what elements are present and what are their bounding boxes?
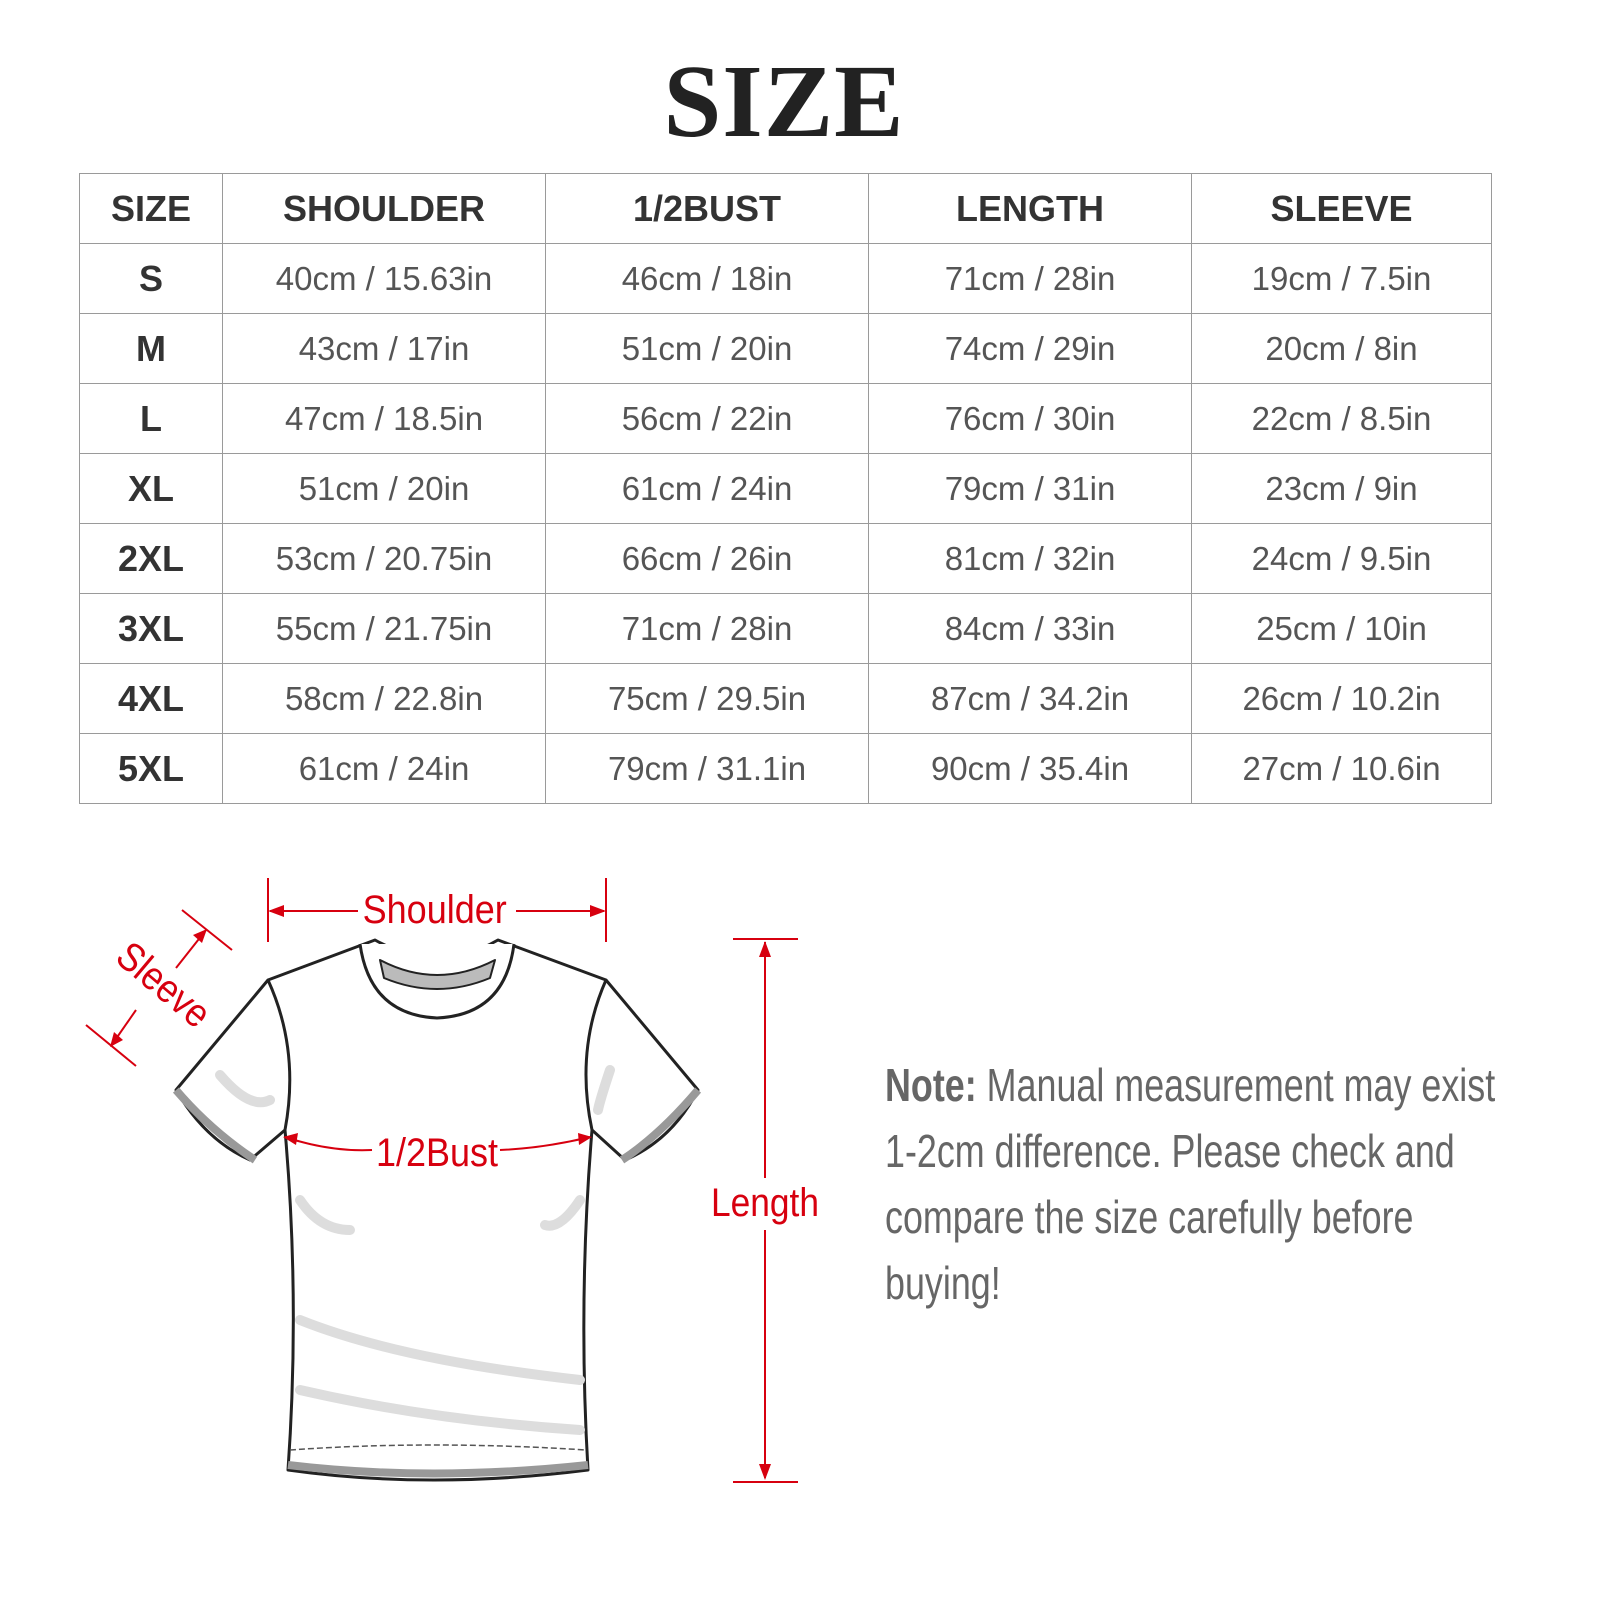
table-row: 4XL 58cm / 22.8in 75cm / 29.5in 87cm / 34.2… [79,663,1492,734]
measurement-cell: 74cm / 29in [868,313,1192,384]
measurement-cell: 87cm / 34.2in [868,663,1192,734]
size-table: SIZE SHOULDER 1/2BUST LENGTH SLEEVE S 40cm / … [79,173,1492,804]
measurement-cell: 51cm / 20in [545,313,869,384]
measurement-cell: 40cm / 15.63in [222,243,546,314]
table-row: 3XL 55cm / 21.75in 71cm / 28in 84cm / 33in 2… [79,593,1492,664]
measurement-cell: 26cm / 10.2in [1191,663,1492,734]
measurement-cell: 43cm / 17in [222,313,546,384]
shoulder-label: Shoulder [363,888,507,932]
measurement-cell: 79cm / 31in [868,453,1192,524]
column-header: 1/2BUST [545,173,869,244]
table-row: M 43cm / 17in 51cm / 20in 74cm / 29in 20cm /… [79,313,1492,384]
column-header: SLEEVE [1191,173,1492,244]
measurement-cell: 75cm / 29.5in [545,663,869,734]
note-label: Note: [885,1059,977,1111]
size-cell: 2XL [79,523,223,594]
measurement-cell: 51cm / 20in [222,453,546,524]
size-cell: L [79,383,223,454]
measurement-cell: 23cm / 9in [1191,453,1492,524]
measurement-cell: 53cm / 20.75in [222,523,546,594]
measurement-cell: 56cm / 22in [545,383,869,454]
measurement-cell: 79cm / 31.1in [545,733,869,804]
measurement-cell: 90cm / 35.4in [868,733,1192,804]
measurement-cell: 61cm / 24in [545,453,869,524]
size-cell: 3XL [79,593,223,664]
note-text: Note: Manual measurement may exist 1-2cm… [885,1052,1525,1316]
size-cell: M [79,313,223,384]
table-header-row: SIZE SHOULDER 1/2BUST LENGTH SLEEVE [79,173,1492,244]
note-body: Manual measurement may exist 1-2cm diffe… [885,1059,1496,1309]
measurement-cell: 24cm / 9.5in [1191,523,1492,594]
measurement-cell: 55cm / 21.75in [222,593,546,664]
measurement-cell: 71cm / 28in [545,593,869,664]
measurement-cell: 76cm / 30in [868,383,1192,454]
measurement-cell: 66cm / 26in [545,523,869,594]
measurement-cell: 84cm / 33in [868,593,1192,664]
measurement-cell: 47cm / 18.5in [222,383,546,454]
column-header: SHOULDER [222,173,546,244]
measurement-cell: 46cm / 18in [545,243,869,314]
length-label: Length [711,1181,819,1225]
measurement-cell: 71cm / 28in [868,243,1192,314]
table-row: 5XL 61cm / 24in 79cm / 31.1in 90cm / 35.4in… [79,733,1492,804]
table-row: S 40cm / 15.63in 46cm / 18in 71cm / 28in 19c… [79,243,1492,314]
table-row: XL 51cm / 20in 61cm / 24in 79cm / 31in 23cm … [79,453,1492,524]
measurement-cell: 58cm / 22.8in [222,663,546,734]
measurement-cell: 81cm / 32in [868,523,1192,594]
measurement-cell: 27cm / 10.6in [1191,733,1492,804]
measurement-cell: 20cm / 8in [1191,313,1492,384]
size-cell: S [79,243,223,314]
measurement-cell: 22cm / 8.5in [1191,383,1492,454]
sleeve-label: Sleeve [108,933,219,1036]
column-header: LENGTH [868,173,1192,244]
table-row: L 47cm / 18.5in 56cm / 22in 76cm / 30in 22cm… [79,383,1492,454]
column-header: SIZE [79,173,223,244]
bust-label: 1/2Bust [376,1131,498,1175]
measurement-cell: 19cm / 7.5in [1191,243,1492,314]
table-row: 2XL 53cm / 20.75in 66cm / 26in 81cm / 32in 2… [79,523,1492,594]
size-cell: 4XL [79,663,223,734]
tshirt-icon [172,938,702,1482]
measurement-cell: 61cm / 24in [222,733,546,804]
tshirt-diagram: Shoulder 1/2Bust Length Sleeve [85,878,819,1483]
page-title: SIZE [663,44,905,159]
measurement-cell: 25cm / 10in [1191,593,1492,664]
size-cell: 5XL [79,733,223,804]
size-cell: XL [79,453,223,524]
